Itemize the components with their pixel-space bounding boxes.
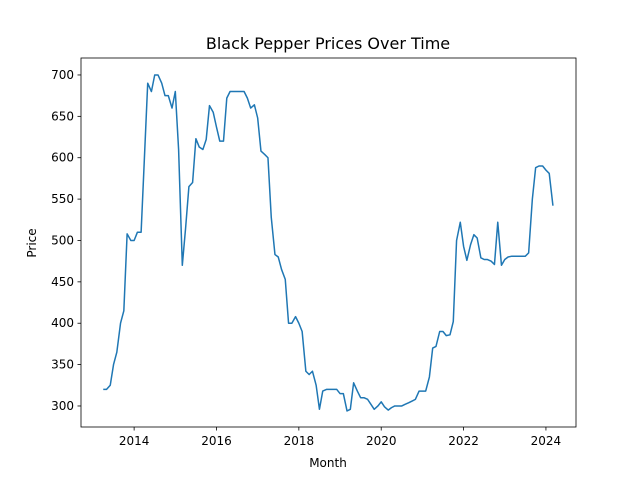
y-tick-label: 550: [51, 192, 74, 206]
y-axis-label: Price: [25, 228, 39, 257]
x-tick-label: 2022: [448, 434, 479, 448]
chart-title: Black Pepper Prices Over Time: [206, 34, 450, 53]
x-tick-label: 2016: [201, 434, 232, 448]
x-tick-label: 2014: [119, 434, 150, 448]
y-tick-label: 300: [51, 399, 74, 413]
y-tick-label: 700: [51, 68, 74, 82]
x-tick-label: 2024: [531, 434, 562, 448]
price-line: [103, 74, 554, 412]
axes-frame: [80, 57, 577, 428]
y-tick-label: 650: [51, 109, 74, 123]
y-tick-label: 400: [51, 316, 74, 330]
y-tick-label: 600: [51, 151, 74, 165]
y-tick-label: 500: [51, 233, 74, 247]
x-tick-label: 2018: [284, 434, 315, 448]
y-tick-label: 350: [51, 358, 74, 372]
x-tick-label: 2020: [366, 434, 397, 448]
x-axis-label: Month: [309, 456, 347, 470]
y-tick-label: 450: [51, 275, 74, 289]
